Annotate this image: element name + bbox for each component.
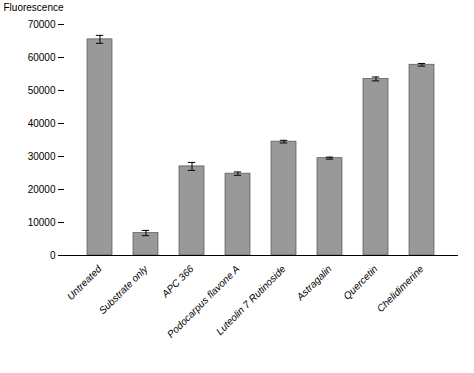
svg-text:0: 0 [50,250,56,261]
svg-text:Untreated: Untreated [65,263,104,302]
svg-text:10000: 10000 [28,217,56,228]
svg-text:Podocarpus flavone A: Podocarpus flavone A [165,263,242,340]
svg-text:APC 366: APC 366 [159,263,196,300]
svg-text:Luteolin 7 Rutinoside: Luteolin 7 Rutinoside [214,263,288,337]
svg-text:Astragalin: Astragalin [294,263,334,303]
svg-text:30000: 30000 [28,151,56,162]
svg-text:40000: 40000 [28,118,56,129]
svg-text:Substrate only: Substrate only [97,263,151,317]
svg-text:Quercetin: Quercetin [341,263,380,302]
svg-text:60000: 60000 [28,52,56,63]
svg-text:Fluorescence: Fluorescence [4,2,64,13]
svg-text:20000: 20000 [28,184,56,195]
svg-text:Chelidimerine: Chelidimerine [375,263,426,314]
svg-text:70000: 70000 [28,19,56,30]
svg-text:50000: 50000 [28,85,56,96]
